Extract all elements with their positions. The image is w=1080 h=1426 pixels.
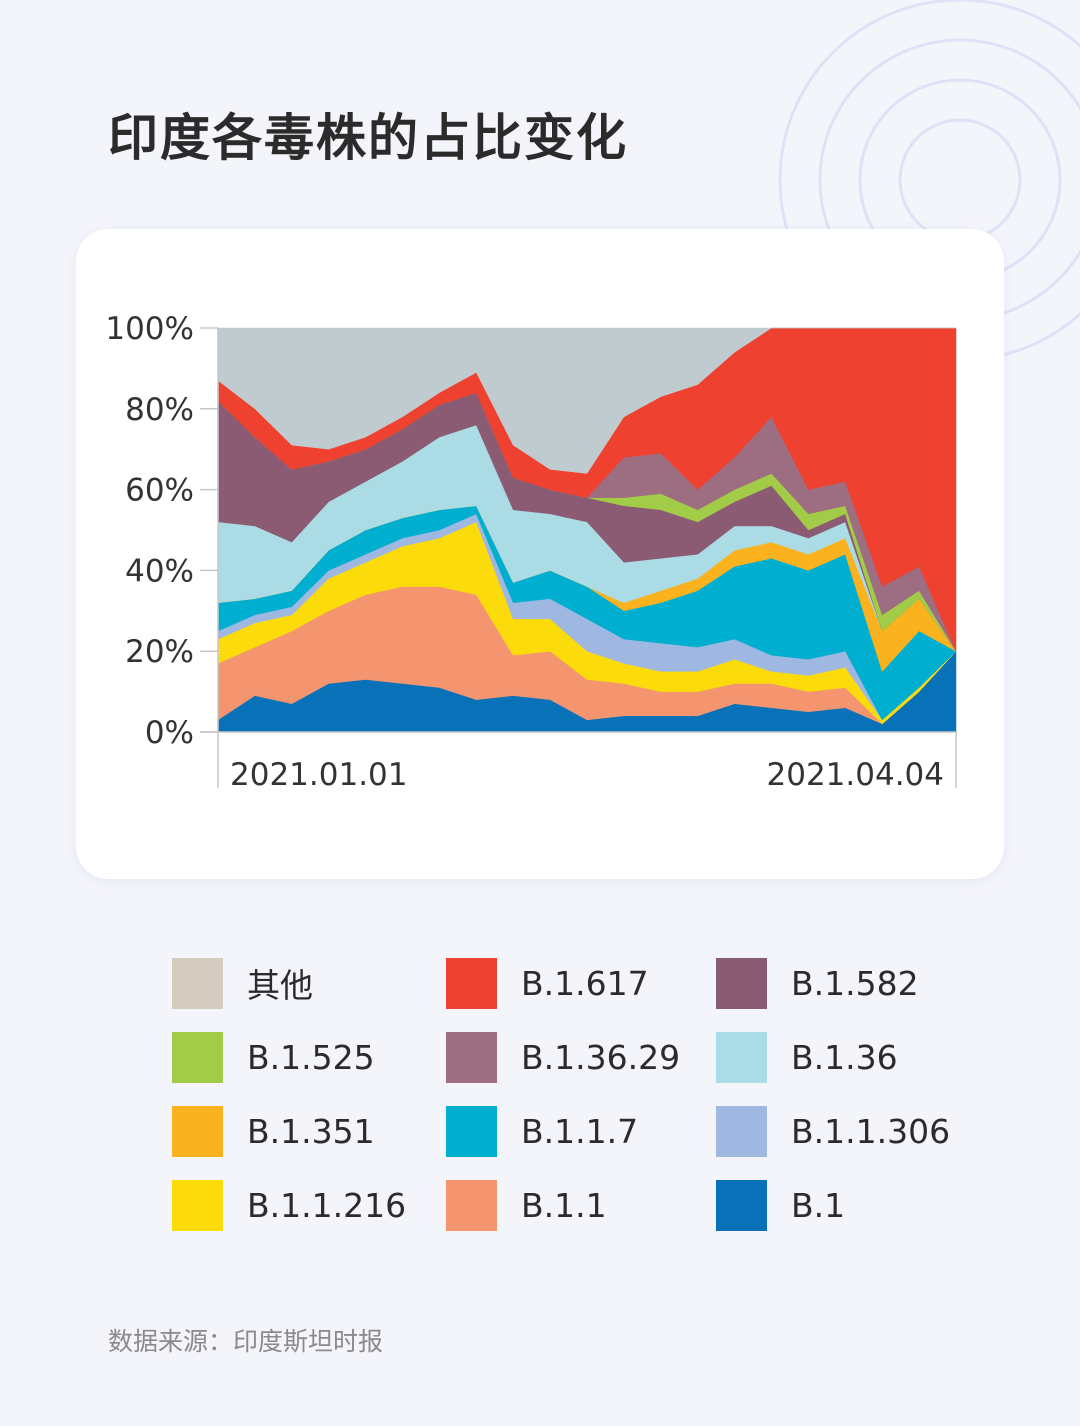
legend-swatch	[172, 957, 223, 1009]
legend-label: B.1.617	[521, 963, 649, 1003]
source-note: 数据来源：印度斯坦时报	[108, 1327, 384, 1356]
legend-item: B.1.582	[716, 957, 992, 1009]
legend-swatch	[716, 1031, 767, 1083]
y-tick-label: 40%	[125, 553, 194, 589]
legend-item: B.1	[716, 1179, 992, 1231]
x-tick-label: 2021.01.01	[230, 757, 408, 793]
legend-swatch	[716, 957, 767, 1009]
legend-label: B.1	[791, 1185, 846, 1225]
legend-label: B.1.36	[791, 1037, 898, 1077]
legend-label: B.1.582	[791, 963, 919, 1003]
legend-swatch	[446, 1105, 497, 1157]
legend-item: B.1.617	[446, 957, 716, 1009]
legend-label: B.1.351	[247, 1111, 375, 1151]
chart-card: 0% 20% 40% 60% 80% 100% 2021.01.01 2021.04.04	[76, 229, 1004, 879]
legend-item: B.1.525	[172, 1031, 446, 1083]
legend-label: B.1.1.216	[247, 1185, 407, 1225]
legend-swatch	[446, 1179, 497, 1231]
legend-item: B.1.1	[446, 1179, 716, 1231]
legend-swatch	[172, 1031, 223, 1083]
legend-label: B.1.1.7	[521, 1111, 639, 1151]
legend-swatch	[172, 1105, 223, 1157]
area-series--	[217, 327, 956, 474]
legend-label: 其他	[247, 966, 313, 1005]
y-tick-label: 100%	[105, 311, 194, 347]
y-tick-label: 60%	[125, 473, 194, 509]
legend-label: B.1.525	[247, 1037, 375, 1077]
legend-label: B.1.36.29	[521, 1037, 681, 1077]
legend-label: B.1.1	[521, 1185, 607, 1225]
legend-swatch	[716, 1179, 767, 1231]
legend-swatch	[446, 1031, 497, 1083]
legend-swatch	[172, 1179, 223, 1231]
legend-item: B.1.1.306	[716, 1105, 992, 1157]
legend-item: B.1.1.7	[446, 1105, 716, 1157]
decor-ring	[898, 118, 1022, 242]
chart: 0% 20% 40% 60% 80% 100% 2021.01.01 2021.04.04	[105, 311, 957, 793]
legend-item: B.1.351	[172, 1105, 446, 1157]
legend: 其他 B.1.617 B.1.582 B.1.525 B.1.36.29 B.1.36 B.…	[172, 957, 992, 1231]
legend-swatch	[716, 1105, 767, 1157]
x-tick-label: 2021.04.04	[767, 757, 945, 793]
legend-label: B.1.1.306	[791, 1111, 951, 1151]
legend-item: 其他	[172, 957, 446, 1009]
legend-swatch	[446, 957, 497, 1009]
y-tick-label: 80%	[125, 392, 194, 428]
y-tick-label: 20%	[125, 634, 194, 670]
page-title: 印度各毒株的占比变化	[108, 109, 628, 167]
legend-item: B.1.36.29	[446, 1031, 716, 1083]
y-tick-label: 0%	[145, 715, 194, 751]
legend-item: B.1.1.216	[172, 1179, 446, 1231]
legend-item: B.1.36	[716, 1031, 992, 1083]
